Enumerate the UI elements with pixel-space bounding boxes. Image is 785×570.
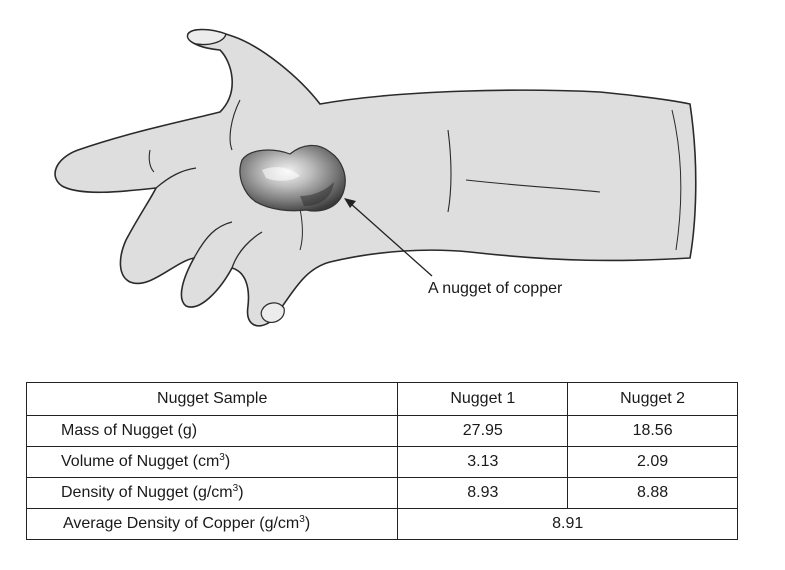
finger-crease-1 — [155, 167, 197, 189]
thumbnail — [186, 28, 227, 46]
header-sample: Nugget Sample — [25, 382, 399, 416]
density-nugget-1: 8.93 — [397, 477, 569, 509]
row-label-volume-sup: 3 — [219, 452, 225, 463]
nugget-shadow — [300, 182, 334, 206]
mass-nugget-2: 18.56 — [567, 415, 738, 447]
palm-line-1 — [447, 129, 452, 213]
row-label-average-sup: 3 — [299, 514, 305, 525]
row-label-average-tail: ) — [304, 515, 311, 532]
palm-line-2 — [465, 179, 601, 193]
hand-drawing — [54, 28, 697, 327]
row-label-density-sup: 3 — [232, 483, 239, 494]
hand-outline — [54, 28, 697, 327]
header-nugget-2: Nugget 2 — [567, 382, 738, 416]
finger-crease-5 — [229, 99, 241, 151]
nugget-highlight — [262, 167, 300, 181]
density-nugget-2: 8.88 — [567, 477, 738, 509]
volume-nugget-2: 2.09 — [567, 446, 738, 478]
row-label-mass: Mass of Nugget (g) — [25, 415, 399, 447]
row-label-mass-text: Mass of Nugget (g) — [61, 422, 198, 439]
average-density-value: 8.91 — [397, 508, 738, 540]
nugget-density-table: Nugget Sample Nugget 1 Nugget 2 Mass of … — [25, 382, 738, 540]
table-row-mass: Mass of Nugget (g) 27.95 18.56 — [25, 415, 738, 447]
wrist-line — [671, 109, 682, 251]
callout-arrow-line — [349, 202, 433, 277]
row-label-average: Average Density of Copper (g/cm3) — [25, 508, 399, 540]
table-header-row: Nugget Sample Nugget 1 Nugget 2 — [25, 382, 738, 416]
fingernail-ring — [260, 302, 285, 323]
finger-crease-4 — [148, 149, 155, 173]
row-label-volume-text: Volume of Nugget (cm — [61, 453, 220, 470]
table-row-density: Density of Nugget (g/cm3) 8.93 8.88 — [25, 477, 738, 509]
finger-crease-3 — [231, 231, 263, 269]
nugget-callout-label: A nugget of copper — [428, 280, 563, 297]
callout-arrowhead — [344, 198, 356, 208]
row-label-density: Density of Nugget (g/cm3) — [25, 477, 399, 509]
table-row-average: Average Density of Copper (g/cm3) 8.91 — [25, 508, 738, 540]
row-label-density-text: Density of Nugget (g/cm — [61, 484, 233, 501]
row-label-density-tail: ) — [238, 484, 244, 501]
table-row-volume: Volume of Nugget (cm3) 3.13 2.09 — [25, 446, 738, 478]
row-label-volume: Volume of Nugget (cm3) — [25, 446, 399, 478]
volume-nugget-1: 3.13 — [397, 446, 569, 478]
hand-with-nugget-illustration: A nugget of copper — [54, 28, 697, 327]
row-label-average-text: Average Density of Copper (g/cm — [63, 515, 300, 532]
finger-crease-2 — [193, 221, 233, 259]
mass-nugget-1: 27.95 — [397, 415, 569, 447]
header-nugget-1: Nugget 1 — [397, 382, 569, 416]
row-label-volume-tail: ) — [224, 453, 231, 470]
